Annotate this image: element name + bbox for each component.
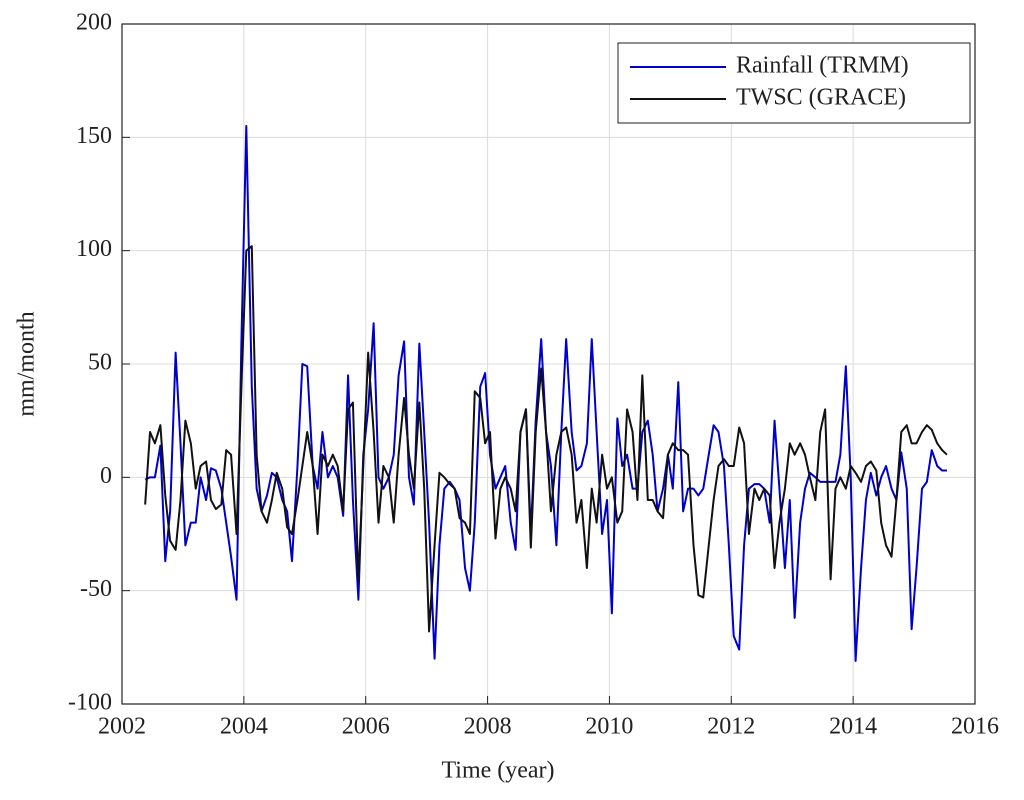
x-tick-label: 2002 xyxy=(98,714,146,740)
ticks: 2002 2004 2006 2008 2010 2012 2014 2016 -100 -50 0… xyxy=(68,10,999,740)
data-line xyxy=(144,125,947,662)
y-tick-label: 50 xyxy=(88,350,112,376)
y-axis-label: mm/month xyxy=(14,311,40,416)
legend-label: TWSC (GRACE) xyxy=(736,85,906,111)
y-tick-label: 100 xyxy=(76,236,112,262)
y-tick-label: -50 xyxy=(80,576,112,602)
y-tick-label: 150 xyxy=(76,123,112,149)
grid xyxy=(121,23,976,705)
x-tick-label: 2016 xyxy=(951,714,999,740)
lines xyxy=(144,125,948,662)
x-axis-label: Time (year) xyxy=(441,758,554,784)
y-tick-label: -100 xyxy=(68,690,112,716)
legend-label: Rainfall (TRMM) xyxy=(736,53,909,79)
legend-box xyxy=(617,42,971,124)
x-tick-label: 2010 xyxy=(585,714,633,740)
x-tick-label: 2008 xyxy=(464,714,512,740)
x-tick-label: 2012 xyxy=(707,714,755,740)
x-tick-label: 2014 xyxy=(829,714,877,740)
y-tick-label: 0 xyxy=(100,463,112,489)
x-tick-label: 2006 xyxy=(342,714,390,740)
y-tick-label: 200 xyxy=(76,10,112,36)
data-line xyxy=(144,245,948,633)
legend: Rainfall (TRMM) TWSC (GRACE) xyxy=(617,42,971,124)
x-tick-label: 2004 xyxy=(220,714,268,740)
